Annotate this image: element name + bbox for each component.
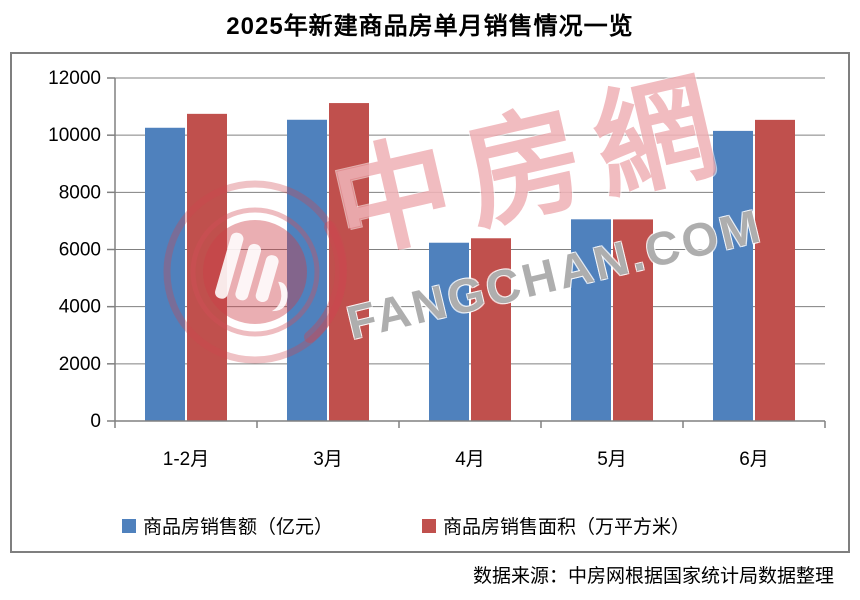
x-axis-label: 3月 bbox=[313, 449, 343, 470]
bar-1-2月-s0 bbox=[145, 127, 185, 421]
y-axis-label: 6000 bbox=[59, 240, 101, 261]
bar-6月-s1 bbox=[755, 119, 795, 421]
bar-3月-s1 bbox=[329, 103, 369, 422]
y-axis-label: 0 bbox=[90, 411, 101, 432]
data-source-note: 数据来源：中房网根据国家统计局数据整理 bbox=[472, 566, 834, 587]
bar-6月-s0 bbox=[713, 130, 753, 422]
page-title: 2025年新建商品房单月销售情况一览 bbox=[226, 13, 634, 40]
legend-item-sales-area: 商品房销售面积（万平方米） bbox=[422, 512, 690, 539]
bar-5月-s0 bbox=[571, 219, 611, 421]
x-axis-label: 4月 bbox=[455, 449, 485, 470]
y-axis-label: 4000 bbox=[59, 297, 101, 318]
legend-label-sales-area: 商品房销售面积（万平方米） bbox=[443, 517, 691, 538]
bar-3月-s0 bbox=[287, 119, 327, 421]
bar-1-2月-s1 bbox=[187, 113, 227, 421]
legend-swatch-red bbox=[422, 518, 436, 533]
y-axis-label: 12000 bbox=[48, 68, 101, 89]
bar-4月-s0 bbox=[429, 242, 469, 421]
y-axis-label: 10000 bbox=[48, 125, 101, 146]
x-axis-label: 1-2月 bbox=[163, 449, 209, 470]
x-axis-label: 5月 bbox=[597, 449, 627, 470]
legend-item-sales-amount: 商品房销售额（亿元） bbox=[122, 512, 333, 539]
y-axis-label: 2000 bbox=[59, 354, 101, 375]
legend-swatch-blue bbox=[122, 518, 136, 533]
legend-label-sales-amount: 商品房销售额（亿元） bbox=[143, 517, 334, 538]
x-axis-label: 6月 bbox=[739, 449, 769, 470]
bar-chart-svg: 0 2000 4000 6000 8000 10000 12000 1-2月 3月 4月 5月 6月 bbox=[48, 68, 826, 470]
chart-container: 0 2000 4000 6000 8000 10000 12000 1-2月 3月 4月 5月 6月 … bbox=[10, 52, 850, 553]
bar-5月-s1 bbox=[613, 219, 653, 421]
y-axis-label: 8000 bbox=[59, 182, 101, 203]
bar-4月-s1 bbox=[471, 238, 511, 421]
